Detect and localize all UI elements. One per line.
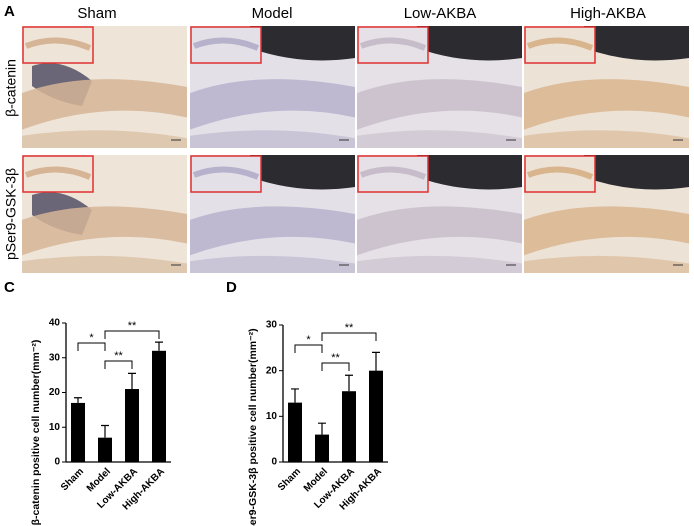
error-bar: [155, 341, 163, 351]
tissue-band: [190, 255, 355, 273]
error-bar: [318, 422, 326, 435]
tissue-band: [22, 130, 187, 148]
significance-label: *: [306, 334, 311, 346]
y-axis-label: pSer9-GSK-3β positive cell number(mm⁻²): [247, 328, 259, 526]
tissue-band: [190, 130, 355, 148]
row-label: pSer9-GSK-3β: [3, 168, 19, 260]
tissue-band: [190, 206, 355, 256]
y-tick-label: 30: [49, 352, 61, 363]
y-tick-label: 40: [49, 318, 61, 329]
micrograph: [524, 26, 689, 148]
y-tick-label: 0: [54, 457, 60, 468]
error-bar: [74, 397, 82, 403]
column-header: Low-AKBA: [404, 5, 477, 22]
significance-bracket: [104, 330, 160, 339]
row-label: β-catenin: [3, 59, 19, 117]
inset-detail: [24, 37, 92, 51]
tissue-band: [357, 206, 522, 256]
inset-detail: [359, 166, 427, 180]
significance-bracket: [321, 362, 350, 371]
significance-label: **: [345, 322, 354, 334]
inset-detail: [359, 37, 427, 51]
inset-detail: [192, 166, 260, 180]
y-tick-label: 0: [271, 457, 277, 468]
inset-detail: [192, 37, 260, 51]
marrow-region: [417, 26, 522, 61]
significance-label: **: [128, 320, 137, 332]
tissue-band: [524, 206, 689, 256]
micrograph: [190, 26, 355, 148]
column-header: High-AKBA: [570, 5, 646, 22]
tissue-band: [22, 255, 187, 273]
micrograph: [190, 155, 355, 273]
inset-detail: [24, 166, 92, 180]
y-axis-label: β-catenin positive cell number(mm⁻²): [30, 340, 42, 526]
significance-label: **: [114, 350, 123, 362]
marrow-region: [417, 155, 522, 190]
micrograph: [357, 26, 522, 148]
tissue-band: [524, 79, 689, 130]
y-tick-label: 20: [266, 365, 278, 376]
tissue-band: [524, 130, 689, 148]
y-tick-label: 10: [49, 422, 61, 433]
bar: [98, 437, 112, 462]
significance-bracket: [321, 332, 377, 341]
inset-detail: [526, 166, 594, 180]
column-header: Model: [252, 5, 293, 22]
panel-label: D: [226, 279, 237, 296]
tissue-band: [22, 79, 187, 130]
tissue-band: [357, 79, 522, 130]
error-bar: [128, 372, 136, 390]
significance-bracket: [294, 344, 323, 353]
inset-detail: [526, 37, 594, 51]
bar: [152, 350, 166, 462]
y-tick-label: 10: [266, 411, 278, 422]
panel-label: A: [4, 3, 15, 20]
error-bar: [345, 374, 353, 392]
marrow-region: [584, 26, 689, 61]
significance-bracket: [77, 342, 106, 351]
y-tick-label: 20: [49, 387, 61, 398]
tissue-band: [190, 79, 355, 130]
panel-label: C: [4, 279, 15, 296]
bar: [369, 370, 383, 462]
tissue-band: [357, 255, 522, 273]
significance-bracket: [104, 360, 133, 369]
bar: [125, 389, 139, 462]
bar: [342, 391, 356, 462]
marrow-region: [250, 26, 355, 61]
error-bar: [372, 351, 380, 371]
marrow-region: [584, 155, 689, 190]
tissue-band: [22, 206, 187, 256]
bar: [315, 434, 329, 462]
error-bar: [101, 424, 109, 438]
bar: [288, 402, 302, 462]
y-tick-label: 30: [266, 320, 278, 331]
micrograph: [22, 155, 187, 273]
marrow-region: [250, 155, 355, 190]
tissue-band: [357, 130, 522, 148]
x-tick-label: Sham: [276, 466, 303, 493]
micrograph: [524, 155, 689, 273]
bar: [71, 402, 85, 462]
error-bar: [291, 388, 299, 403]
tissue-band: [524, 255, 689, 273]
significance-label: *: [89, 332, 94, 344]
micrograph: [357, 155, 522, 273]
column-header: Sham: [77, 5, 116, 22]
significance-label: **: [331, 352, 340, 364]
x-tick-label: Sham: [59, 466, 86, 493]
micrograph: [22, 26, 187, 148]
